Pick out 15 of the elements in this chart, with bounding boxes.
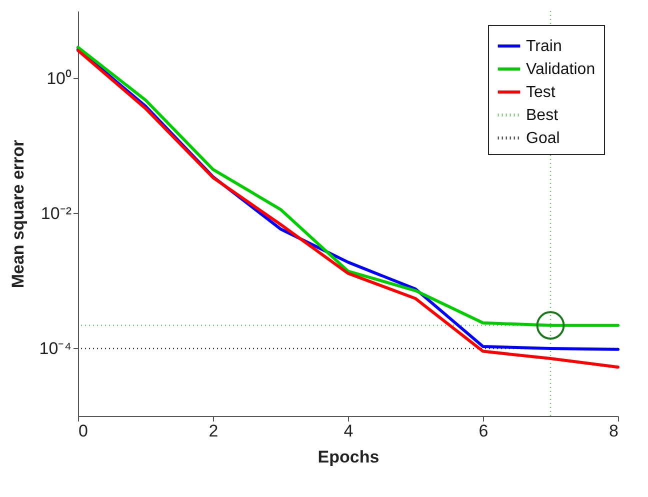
y-axis-title: Mean square error bbox=[8, 139, 28, 288]
x-tick-label: 8 bbox=[609, 422, 618, 440]
legend-label: Train bbox=[526, 38, 562, 55]
y-tick-label: 10⁻⁴ bbox=[39, 339, 72, 358]
y-tick-label: 10⁻² bbox=[40, 204, 72, 223]
x-tick-label: 2 bbox=[208, 422, 218, 440]
ref-line-label: Best bbox=[526, 107, 559, 124]
legend-label: Goal bbox=[526, 130, 560, 147]
x-axis-title: Epochs bbox=[318, 448, 380, 466]
legend-label: Validation bbox=[526, 61, 596, 78]
legend-label: Test bbox=[526, 84, 556, 101]
y-tick-label: 10⁰ bbox=[46, 69, 72, 88]
x-tick-label: 6 bbox=[478, 422, 488, 440]
x-tick-label: 0 bbox=[78, 422, 88, 440]
x-tick-label: 4 bbox=[344, 422, 354, 440]
